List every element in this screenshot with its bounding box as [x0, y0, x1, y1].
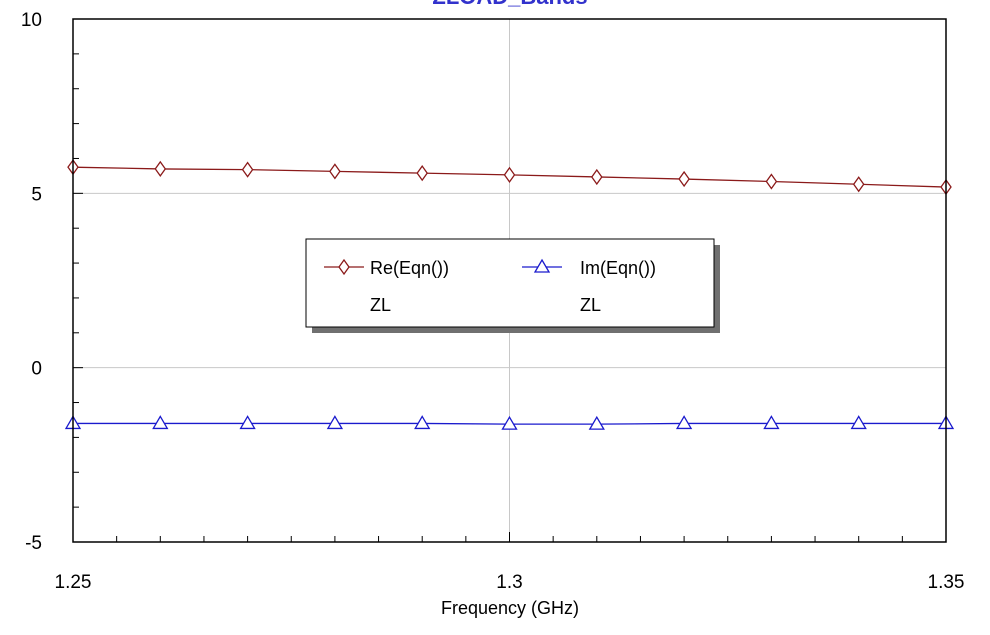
- plot-frame: [72, 18, 947, 543]
- y-tick-label: 5: [31, 184, 42, 205]
- data-point: [239, 415, 256, 430]
- x-axis: 1.25 1.3 1.35: [55, 532, 965, 593]
- data-point: [152, 415, 169, 430]
- data-point: [591, 168, 603, 186]
- legend-box: [305, 238, 715, 328]
- legend-item: Re(Eqn()) ZL: [324, 258, 449, 315]
- data-point: [154, 160, 167, 178]
- series-im: [64, 415, 955, 430]
- y-tick-label: -5: [25, 533, 42, 554]
- legend-item: Im(Eqn()) ZL: [522, 258, 656, 315]
- data-point: [326, 415, 344, 430]
- data-point: [241, 161, 254, 178]
- data-point: [675, 415, 693, 430]
- legend-marker: [338, 258, 350, 276]
- x-tick-label: 1.35: [928, 572, 965, 593]
- data-point: [588, 415, 605, 430]
- data-point: [329, 163, 341, 180]
- data-point: [501, 415, 518, 430]
- data-point: [503, 166, 516, 183]
- y-tick-label: 0: [31, 359, 42, 380]
- legend-marker: [533, 258, 551, 273]
- legend-sublabel: ZL: [370, 295, 391, 315]
- x-axis-title: Frequency (GHz): [441, 598, 579, 618]
- x-tick-label: 1.25: [55, 572, 92, 593]
- legend-sublabel: ZL: [580, 295, 601, 315]
- legend: Re(Eqn()) ZL Im(Eqn()) ZL: [305, 238, 720, 333]
- data-point: [850, 415, 867, 430]
- data-point: [416, 164, 428, 182]
- series-re: [67, 159, 952, 196]
- data-point: [678, 170, 690, 188]
- x-tick-label: 1.3: [496, 572, 522, 593]
- data-point: [765, 173, 778, 190]
- chart-title: ZLOAD_Bands: [432, 0, 587, 9]
- plot-series: [64, 159, 955, 430]
- legend-label: Re(Eqn()): [370, 258, 449, 278]
- data-point: [852, 176, 865, 193]
- y-tick-label: 10: [21, 10, 42, 31]
- y-axis: 10 5 0 -5: [21, 10, 83, 554]
- data-point: [763, 415, 780, 430]
- legend-label: Im(Eqn()): [580, 258, 656, 278]
- data-point: [414, 415, 431, 430]
